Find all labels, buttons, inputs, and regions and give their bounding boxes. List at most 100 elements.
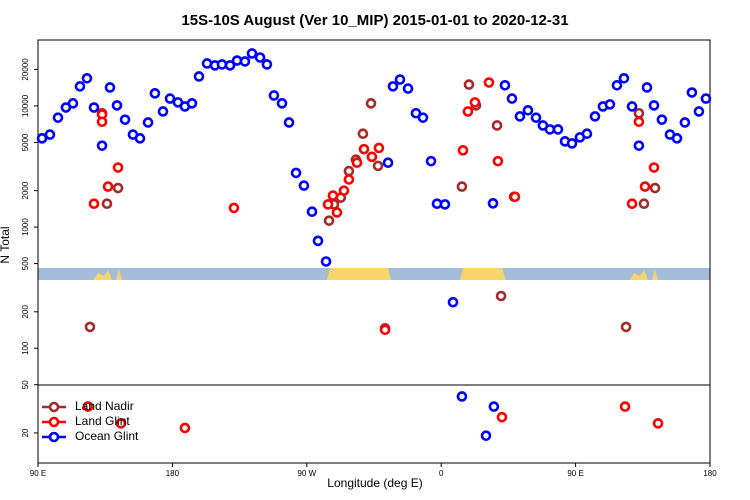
land-area [652, 269, 658, 280]
point [88, 198, 100, 209]
point [306, 206, 318, 217]
y-tick-label: 50 [21, 380, 30, 389]
point [283, 117, 295, 128]
legend-marker [48, 431, 60, 443]
point [186, 98, 198, 109]
point [620, 321, 632, 333]
point [491, 120, 503, 131]
point [119, 114, 131, 125]
legend-label: Land Nadir [75, 399, 134, 413]
point [522, 105, 534, 116]
point [338, 185, 350, 196]
point [700, 93, 712, 104]
y-tick-label: 20000 [21, 58, 30, 81]
point [102, 181, 114, 192]
point [104, 82, 116, 93]
legend-marker [48, 416, 60, 428]
point [323, 215, 335, 226]
point [457, 145, 469, 156]
point [67, 98, 79, 109]
point [394, 74, 406, 85]
point [648, 162, 660, 173]
legend-marker [48, 401, 60, 413]
point [149, 88, 161, 99]
point [402, 83, 414, 94]
x-axis-label: Longitude (deg E) [327, 476, 422, 490]
point [488, 401, 500, 412]
point [290, 167, 302, 179]
point [679, 117, 691, 128]
point [343, 165, 355, 177]
point [224, 60, 236, 71]
point [648, 100, 660, 111]
point [193, 71, 205, 82]
point [638, 198, 650, 209]
point [447, 296, 459, 308]
point [499, 79, 511, 91]
y-tick-label: 2000 [21, 181, 30, 199]
chart-title: 15S-10S August (Ver 10_MIP) 2015-01-01 t… [181, 12, 568, 29]
point [111, 100, 123, 111]
point [410, 107, 422, 119]
land-area [630, 270, 648, 280]
point [343, 174, 355, 185]
y-tick-label: 10000 [21, 94, 30, 117]
point [425, 155, 437, 167]
point [487, 198, 499, 209]
point [268, 90, 280, 101]
plot-frame [37, 39, 711, 464]
point [463, 79, 475, 90]
point [366, 151, 378, 163]
point [112, 182, 124, 194]
point [514, 111, 526, 122]
point [626, 101, 638, 112]
x-tick-label: 180 [703, 469, 717, 478]
point [417, 112, 429, 123]
point [439, 199, 451, 210]
point [462, 106, 474, 117]
land-area [460, 268, 506, 280]
land-area [327, 268, 391, 280]
point [387, 81, 399, 92]
point [74, 81, 86, 92]
legend-label: Ocean Glint [75, 429, 139, 443]
point [456, 391, 468, 402]
point [639, 181, 651, 192]
land-area [116, 269, 122, 280]
point [254, 52, 266, 63]
y-tick-label: 1000 [21, 218, 30, 236]
point [142, 117, 154, 128]
point [239, 56, 251, 67]
point [649, 182, 661, 194]
point [84, 321, 96, 333]
point [382, 157, 394, 168]
point [365, 98, 377, 109]
point [322, 199, 334, 210]
point [372, 160, 384, 172]
y-axis-label: N Total [0, 226, 12, 263]
x-tick-label: 180 [166, 469, 180, 478]
point [312, 235, 324, 247]
point [469, 97, 481, 108]
point [618, 73, 630, 84]
point [611, 79, 623, 91]
point [693, 106, 705, 117]
point [483, 77, 495, 88]
point [492, 155, 504, 167]
point [228, 202, 240, 214]
point [52, 112, 64, 123]
point [480, 430, 492, 441]
x-tick-label: 90 W [297, 469, 316, 478]
point [115, 418, 127, 429]
point [496, 411, 508, 423]
point [506, 93, 518, 104]
y-tick-label: 100 [21, 341, 30, 355]
point [327, 190, 339, 201]
point [456, 181, 468, 192]
point [656, 114, 668, 125]
point [157, 106, 169, 117]
point [619, 401, 631, 412]
point [36, 133, 48, 144]
point [216, 59, 228, 70]
